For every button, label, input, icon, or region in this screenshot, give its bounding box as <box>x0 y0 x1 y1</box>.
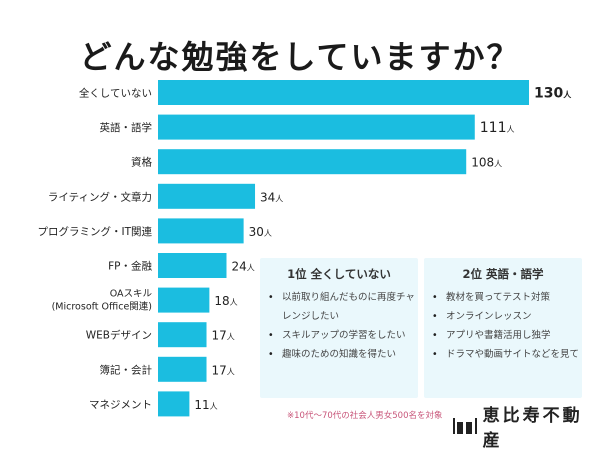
category-label: FP・金融 <box>108 260 152 273</box>
rank1-item: 趣味のための知識を得たい <box>268 345 418 364</box>
value-label: 111人 <box>480 120 515 136</box>
value-label: 17人 <box>212 363 235 377</box>
bar <box>158 287 210 313</box>
value-label: 30人 <box>249 225 272 239</box>
rank1-card: 1位 全くしていない 以前取り組んだものに再度チャレンジしたい スキルアップの学… <box>260 258 418 398</box>
bar <box>158 183 256 209</box>
bar <box>158 218 244 244</box>
rank1-item: スキルアップの学習をしたい <box>268 326 418 345</box>
category-label: プログラミング・IT関連 <box>37 225 152 238</box>
company-logo: 恵比寿不動産 <box>453 401 600 451</box>
logo-mark-icon <box>453 418 477 434</box>
rank2-card-list: 教材を買ってテスト対策 オンラインレッスン アプリや書籍活用し独学 ドラマや動画… <box>424 288 582 364</box>
rank1-card-title: 1位 全くしていない <box>287 267 391 281</box>
bar <box>158 322 207 348</box>
category-label: 全くしていない <box>79 87 152 100</box>
bar <box>158 80 529 105</box>
value-label: 11人 <box>194 398 217 412</box>
bar <box>158 253 227 278</box>
category-label: マネジメント <box>89 399 152 411</box>
bar <box>158 391 190 417</box>
value-label: 130人 <box>534 86 572 102</box>
value-label: 34人 <box>260 190 283 204</box>
chart-title: どんな勉強をしていますか？ <box>79 38 521 76</box>
category-label: OAスキル(Microsoft Office関連) <box>52 289 153 313</box>
survey-note: ※10代〜70代の社会人男女500名を対象 <box>287 411 443 421</box>
value-label: 24人 <box>231 260 254 274</box>
category-label: 簿記・会計 <box>100 363 153 376</box>
rank1-item: 以前取り組んだものに再度チャレンジしたい <box>268 288 418 326</box>
logo-text: 恵比寿不動産 <box>482 406 583 451</box>
category-label: 資格 <box>131 156 152 169</box>
category-label: 英語・語学 <box>100 121 153 134</box>
bar <box>158 356 207 382</box>
bar <box>158 114 475 140</box>
value-label: 17人 <box>212 329 235 343</box>
category-label: WEBデザイン <box>86 329 152 342</box>
category-label: ライティング・文章力 <box>48 190 152 203</box>
bar <box>158 149 467 175</box>
value-label: 108人 <box>471 156 502 170</box>
rank2-item: アプリや書籍活用し独学 <box>432 326 582 345</box>
rank2-item: ドラマや動画サイトなどを見て <box>432 345 582 364</box>
rank2-card-title: 2位 英語・語学 <box>462 267 544 281</box>
rank2-card: 2位 英語・語学 教材を買ってテスト対策 オンラインレッスン アプリや書籍活用し… <box>424 258 582 398</box>
rank1-card-list: 以前取り組んだものに再度チャレンジしたい スキルアップの学習をしたい 趣味のため… <box>260 288 418 364</box>
value-label: 18人 <box>214 294 237 308</box>
rank2-item: 教材を買ってテスト対策 <box>432 288 582 307</box>
rank2-item: オンラインレッスン <box>432 307 582 326</box>
